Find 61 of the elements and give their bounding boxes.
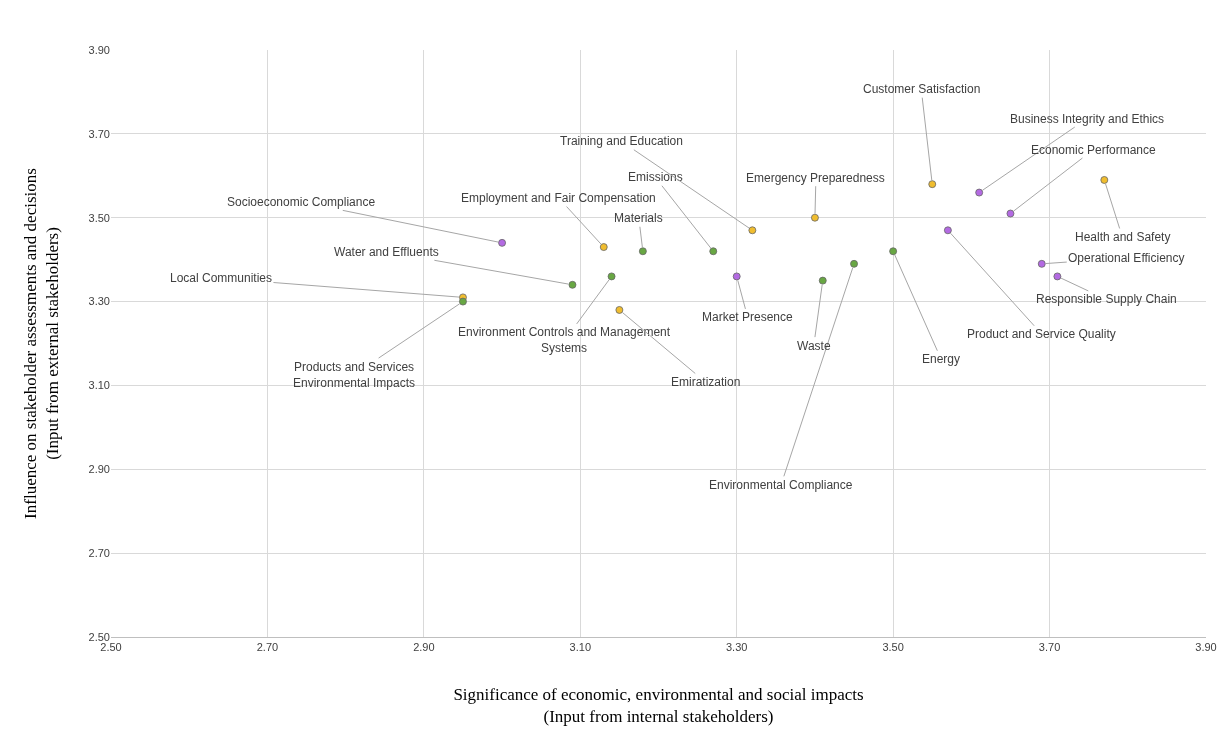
annotation: Waste xyxy=(797,339,831,353)
point xyxy=(607,272,616,281)
annotation: Operational Efficiency xyxy=(1068,251,1185,265)
x-tick-label: 2.70 xyxy=(256,641,279,654)
x-tick-label: 2.50 xyxy=(100,641,122,654)
point xyxy=(811,213,819,222)
x-tick-label: 3.30 xyxy=(726,641,748,654)
point xyxy=(818,276,827,285)
y-tick-label: 2.70 xyxy=(88,546,110,559)
annotation: Water and Effluents xyxy=(334,245,439,259)
point xyxy=(732,272,741,281)
y-tick-label: 3.50 xyxy=(88,211,110,224)
annotation: Environmental Compliance xyxy=(709,478,853,492)
y-tick-label: 3.10 xyxy=(88,379,110,392)
point xyxy=(1037,259,1046,268)
annotation: Market Presence xyxy=(702,310,794,324)
x-tick-label: 3.50 xyxy=(882,641,904,654)
point xyxy=(850,259,858,268)
annotation: Emissions xyxy=(628,170,683,184)
annotation: Business Integrity and Ethics xyxy=(1010,112,1165,126)
y-axis-title: Influence on stakeholder assessments and decisions (Input from external stakeholders) xyxy=(21,168,63,519)
point xyxy=(568,280,577,289)
point xyxy=(498,238,506,247)
annotation: Responsible Supply Chain xyxy=(1036,292,1177,306)
annotation: Environment Controls and Management Systems xyxy=(458,325,671,355)
annotation: Energy xyxy=(922,352,961,366)
point xyxy=(975,188,984,197)
annotation: Employment and Fair Compensation xyxy=(461,191,656,205)
point xyxy=(943,226,952,235)
x-tick-label: 3.90 xyxy=(1195,641,1217,654)
annotation: Materials xyxy=(614,211,663,225)
annotation: Local Communities xyxy=(170,271,273,285)
y-tick-label: 2.50 xyxy=(88,630,110,643)
annotation: Product and Service Quality xyxy=(967,327,1116,341)
point xyxy=(748,226,757,235)
point xyxy=(615,306,624,314)
annotation: Emergency Preparedness xyxy=(746,171,885,185)
x-axis-title: Significance of economic, environmental and social impacts (Input from internal stakeholders) xyxy=(453,684,864,726)
point xyxy=(1006,209,1015,218)
point xyxy=(928,180,937,189)
annotation: Emiratization xyxy=(671,375,741,389)
point xyxy=(1053,272,1062,281)
point xyxy=(638,247,647,256)
x-tick-label: 3.10 xyxy=(569,641,591,654)
y-tick-label: 3.30 xyxy=(88,295,110,308)
point xyxy=(599,243,608,251)
point xyxy=(889,247,898,256)
annotation: Customer Satisfaction xyxy=(863,82,981,96)
y-tick-label: 3.70 xyxy=(88,127,110,140)
annotation: Socioeconomic Compliance xyxy=(227,195,376,209)
annotation: Economic Performance xyxy=(1031,143,1157,157)
point xyxy=(1100,176,1109,184)
y-tick-label: 2.90 xyxy=(88,463,110,476)
x-tick-label: 3.70 xyxy=(1038,641,1061,654)
y-tick-label: 3.90 xyxy=(88,43,110,56)
annotation: Products and Services Environmental Impacts xyxy=(293,360,416,390)
point xyxy=(709,247,718,256)
annotation: Training and Education xyxy=(560,134,683,148)
annotation: Health and Safety xyxy=(1075,230,1171,244)
point xyxy=(459,297,467,306)
x-tick-label: 2.90 xyxy=(413,641,435,654)
